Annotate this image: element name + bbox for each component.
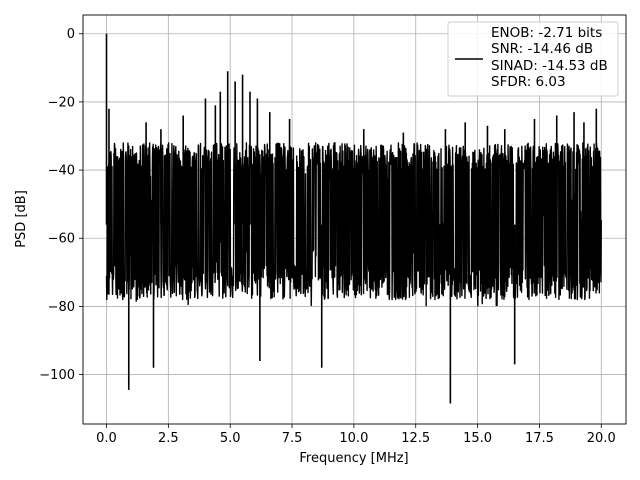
x-axis: 0.0 2.5 5.0 7.5 10.0 12.5 15.0 17.5 20.0 bbox=[96, 424, 616, 446]
legend-entry-sfdr: SFDR: 6.03 bbox=[491, 74, 566, 90]
x-tick-label: 2.5 bbox=[158, 431, 179, 446]
x-tick-label: 0.0 bbox=[96, 431, 117, 446]
legend: ENOB: -2.71 bits SNR: -14.46 dB SINAD: -… bbox=[447, 21, 619, 97]
x-axis-label: Frequency [MHz] bbox=[299, 451, 408, 466]
legend-entry-enob: ENOB: -2.71 bits bbox=[491, 25, 602, 41]
plot-frame bbox=[82, 14, 627, 425]
y-tick-label: 0 bbox=[67, 27, 75, 42]
y-tick-label: −80 bbox=[48, 300, 75, 315]
x-tick-label: 17.5 bbox=[525, 431, 554, 446]
x-tick-label: 5.0 bbox=[220, 431, 241, 446]
y-axis-label: PSD [dB] bbox=[14, 190, 29, 248]
legend-box bbox=[447, 21, 619, 97]
series-layer bbox=[105, 33, 602, 404]
y-tick-label: −100 bbox=[39, 368, 75, 383]
y-tick-label: −20 bbox=[48, 95, 75, 110]
legend-entry-snr: SNR: -14.46 dB bbox=[491, 41, 593, 57]
psd-trace bbox=[105, 142, 602, 307]
x-tick-label: 10.0 bbox=[339, 431, 368, 446]
legend-entry-sinad: SINAD: -14.53 dB bbox=[491, 58, 608, 74]
x-tick-label: 7.5 bbox=[282, 431, 303, 446]
y-axis: 0 −20 −40 −60 −80 −100 bbox=[39, 27, 83, 383]
y-tick-label: −60 bbox=[48, 232, 75, 247]
y-tick-label: −40 bbox=[48, 164, 75, 179]
x-tick-label: 12.5 bbox=[401, 431, 430, 446]
x-tick-label: 15.0 bbox=[463, 431, 492, 446]
x-tick-label: 20.0 bbox=[587, 431, 616, 446]
